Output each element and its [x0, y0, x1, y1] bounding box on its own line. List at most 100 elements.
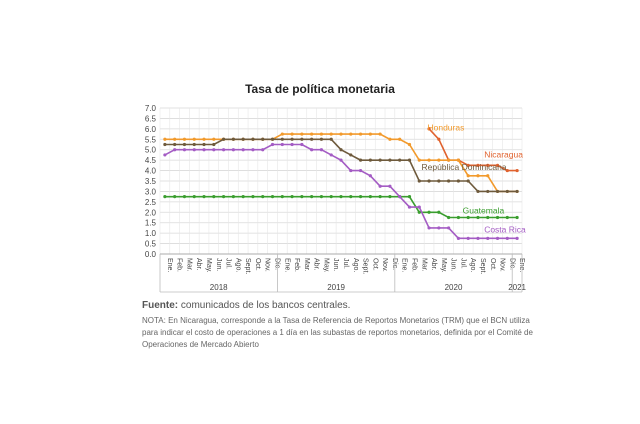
data-point — [437, 210, 441, 214]
x-tick-label: Feb. — [293, 258, 300, 272]
data-point — [192, 195, 196, 199]
data-point — [456, 158, 461, 162]
data-point — [349, 153, 353, 157]
data-point — [398, 137, 402, 141]
data-point — [427, 226, 431, 230]
year-label: 2019 — [327, 283, 345, 292]
data-point — [310, 132, 314, 136]
data-point — [388, 184, 392, 188]
data-point — [447, 215, 451, 220]
x-tick-label: Abr. — [430, 258, 437, 271]
data-point — [231, 137, 235, 141]
data-point — [495, 163, 500, 167]
data-point — [310, 195, 314, 199]
data-point — [280, 142, 284, 147]
data-point — [378, 158, 382, 162]
data-point — [212, 142, 216, 147]
data-point — [398, 158, 402, 162]
data-point — [349, 132, 353, 136]
y-tick-label: 0.0 — [145, 250, 157, 259]
data-point — [251, 137, 255, 141]
x-tick-label: Jul. — [459, 258, 466, 269]
y-tick-label: 2.5 — [145, 198, 157, 207]
series-label: Guatemala — [463, 206, 505, 216]
series-labels: Nicaragua Honduras República Dominicana Gua… — [421, 123, 526, 235]
y-tick-label: 5.5 — [145, 135, 157, 144]
data-point — [261, 148, 265, 152]
data-point — [476, 236, 480, 240]
data-point — [310, 148, 314, 152]
y-tick-label: 5.0 — [145, 146, 157, 155]
y-tick-label: 3.0 — [145, 187, 157, 196]
data-point — [407, 142, 412, 147]
data-point — [261, 195, 265, 199]
x-tick-label: May. — [205, 258, 212, 273]
data-point — [349, 168, 353, 173]
data-point — [221, 148, 226, 152]
data-point — [300, 137, 304, 141]
x-tick-label: Mar. — [303, 258, 310, 272]
data-point — [447, 179, 451, 183]
data-point — [319, 195, 324, 199]
data-point — [466, 163, 470, 167]
data-point — [486, 163, 490, 167]
data-point — [241, 195, 245, 199]
data-point — [349, 195, 353, 199]
x-tick-label: Jul. — [342, 258, 349, 269]
data-point — [447, 226, 451, 230]
year-label: 2018 — [210, 283, 228, 292]
data-point — [212, 148, 216, 152]
x-tick-label: Oct. — [489, 258, 496, 271]
data-point — [173, 195, 177, 199]
data-point — [515, 168, 519, 173]
data-point — [486, 189, 490, 194]
y-tick-label: 0.5 — [145, 240, 157, 249]
x-tick-label: Abr. — [195, 258, 202, 271]
data-point — [358, 168, 363, 173]
data-point — [192, 137, 196, 141]
data-point — [417, 179, 421, 183]
data-point — [427, 179, 431, 183]
data-point — [466, 179, 470, 183]
series-line — [428, 128, 518, 172]
series-label: Costa Rica — [484, 224, 526, 234]
data-point — [476, 189, 480, 194]
data-point — [466, 174, 470, 178]
data-point — [202, 137, 206, 141]
data-point — [300, 195, 304, 199]
data-point — [358, 158, 363, 162]
x-tick-label: Feb. — [176, 258, 183, 272]
data-point — [476, 215, 480, 220]
data-point — [280, 137, 284, 141]
y-tick-label: 6.0 — [145, 125, 157, 134]
data-point — [241, 148, 245, 152]
data-point — [163, 153, 167, 157]
data-point — [368, 132, 372, 136]
data-point — [486, 174, 490, 178]
x-tick-label: Sept. — [244, 258, 251, 274]
y-tick-label: 4.0 — [145, 167, 157, 176]
x-tick-label: Nov. — [499, 258, 506, 272]
data-point — [280, 132, 284, 136]
data-point — [417, 158, 421, 162]
y-tick-label: 4.5 — [145, 156, 157, 165]
x-tick-label: Ene. — [401, 258, 408, 272]
data-point — [163, 142, 167, 147]
data-point — [407, 205, 412, 209]
data-point — [241, 137, 245, 141]
x-tick-label: Sept. — [479, 258, 486, 274]
data-point — [270, 195, 275, 199]
data-point — [319, 132, 324, 136]
data-point — [163, 195, 167, 199]
data-point — [212, 137, 216, 141]
x-tick-label: Feb. — [410, 258, 417, 272]
year-label: 2021 — [508, 283, 526, 292]
data-point — [173, 148, 177, 152]
data-point — [388, 158, 392, 162]
data-point — [231, 195, 235, 199]
data-point — [437, 226, 441, 230]
data-point — [329, 195, 333, 199]
x-tick-label: Nov. — [264, 258, 271, 272]
data-point — [290, 137, 294, 141]
data-point — [358, 195, 363, 199]
